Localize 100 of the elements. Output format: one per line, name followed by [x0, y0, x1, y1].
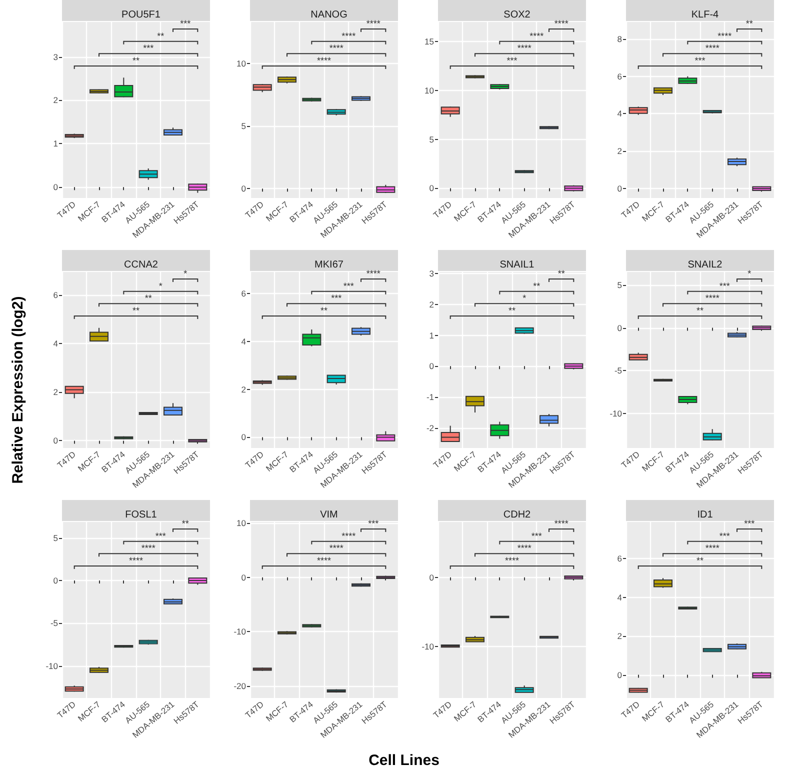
y-tick-label: 4: [53, 338, 58, 349]
annotation: ***: [155, 530, 166, 541]
annotation: ****: [128, 556, 144, 566]
chart-title: CCNA2: [124, 260, 158, 270]
annotation: ****: [517, 43, 532, 54]
y-tick-label: 2: [53, 95, 58, 106]
x-axis-title: Cell Lines: [368, 752, 440, 769]
chart-title: POU5F1: [122, 10, 161, 20]
annotation: **: [696, 556, 704, 566]
chart-title: CDH2: [503, 510, 532, 520]
y-tick-label: 5: [617, 280, 622, 290]
y-tick-label: 0: [53, 436, 58, 446]
annotation: ****: [342, 30, 356, 41]
annotation: **: [132, 56, 140, 66]
annotation: ****: [316, 556, 332, 566]
y-tick-label: 2: [429, 299, 434, 310]
annotation: ***: [143, 43, 154, 54]
y-tick-label: -5: [50, 618, 58, 628]
annotation: **: [157, 30, 165, 41]
y-tick-label: 8: [617, 34, 622, 44]
annotation: ***: [506, 56, 518, 66]
y-tick-label: 5: [53, 532, 58, 543]
y-tick-label: 0: [241, 432, 246, 442]
annotation: ****: [718, 30, 732, 41]
y-tick-label: 10: [236, 518, 246, 528]
annotation: ****: [366, 268, 381, 279]
chart-title: VIM: [320, 510, 338, 520]
annotation: **: [320, 306, 328, 316]
annotation: **: [132, 306, 140, 316]
annotation: ****: [705, 293, 720, 304]
y-tick-label: 2: [53, 387, 58, 398]
annotation: ****: [554, 518, 569, 529]
y-tick-label: 6: [53, 290, 58, 300]
y-tick-label: 0: [617, 670, 622, 680]
chart-title: SNAIL1: [500, 260, 535, 270]
annotation: ***: [180, 18, 192, 29]
y-tick-label: 4: [617, 592, 622, 602]
y-tick-label: -10: [610, 408, 622, 419]
y-tick-label: -10: [422, 642, 434, 652]
annotation: ****: [530, 30, 544, 41]
annotation: ****: [316, 56, 332, 66]
annotation: **: [508, 306, 516, 316]
annotation: ****: [329, 543, 344, 554]
annotation: ****: [705, 543, 720, 554]
annotation: ***: [368, 518, 380, 529]
y-tick-label: 4: [617, 108, 622, 119]
y-tick-label: 3: [53, 52, 58, 62]
y-tick-label: 0: [53, 182, 58, 192]
annotation: ***: [719, 530, 730, 541]
annotation: ***: [694, 56, 706, 66]
y-tick-label: 0: [429, 572, 434, 582]
annotation: *: [158, 280, 163, 291]
y-tick-label: 6: [241, 288, 246, 299]
y-tick-label: 2: [241, 384, 246, 394]
y-tick-label: -10: [46, 660, 58, 671]
y-tick-label: 15: [424, 36, 434, 47]
y-tick-label: 0: [617, 322, 622, 333]
annotation: *: [184, 268, 188, 279]
y-tick-label: -10: [234, 626, 246, 637]
y-tick-label: 2: [617, 146, 622, 156]
chart-title: MKI67: [314, 260, 344, 270]
y-tick-label: -20: [234, 681, 246, 692]
y-tick-label: -5: [614, 366, 622, 376]
annotation: ****: [342, 530, 356, 541]
annotation: ***: [331, 293, 342, 304]
y-tick-label: 0: [241, 572, 246, 582]
annotation: ****: [517, 543, 532, 554]
y-tick-label: 5: [241, 120, 246, 131]
y-tick-label: 0: [429, 361, 434, 372]
y-tick-label: 0: [241, 184, 246, 194]
y-tick-label: 2: [617, 631, 622, 642]
chart-title: SOX2: [504, 10, 531, 20]
chart-title: ID1: [697, 510, 714, 520]
chart-title: SNAIL2: [688, 260, 723, 270]
annotation: ***: [744, 518, 756, 529]
y-tick-label: 3: [429, 268, 434, 279]
y-tick-label: 1: [429, 330, 434, 340]
y-tick-label: 0: [617, 184, 622, 194]
annotation: ***: [531, 530, 542, 541]
annotation: ***: [719, 280, 730, 291]
y-axis-title: Relative Expression (log2): [10, 296, 26, 484]
annotation: **: [696, 306, 704, 316]
y-tick-label: 10: [236, 58, 246, 68]
y-tick-label: 10: [424, 85, 434, 96]
y-tick-label: 4: [241, 336, 246, 346]
y-tick-label: 1: [53, 138, 58, 149]
y-tick-label: 6: [617, 71, 622, 82]
annotation: **: [558, 268, 566, 279]
y-tick-label: 0: [429, 183, 434, 194]
annotation: ****: [366, 18, 381, 29]
annotation: *: [748, 268, 752, 279]
annotation: **: [746, 18, 754, 29]
annotation: **: [144, 293, 152, 304]
y-tick-label: -1: [426, 392, 434, 402]
annotation: ****: [329, 43, 344, 54]
y-tick-label: 6: [617, 554, 622, 564]
annotation: **: [182, 518, 190, 529]
y-tick-label: 0: [53, 576, 58, 586]
annotation: ****: [141, 543, 156, 554]
annotation: **: [533, 280, 541, 291]
